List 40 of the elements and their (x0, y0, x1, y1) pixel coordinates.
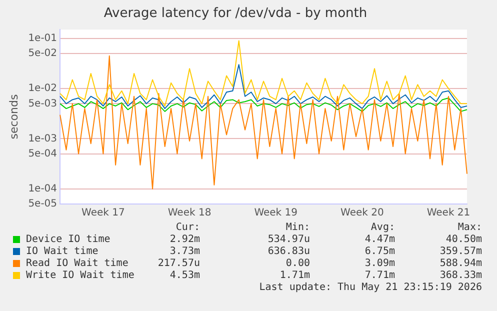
y-tick-label: 1e-02 (28, 83, 58, 94)
text: 588.94m (440, 258, 482, 269)
legend-label: Write IO Wait time (26, 270, 134, 281)
legend-label: IO Wait time (26, 246, 98, 257)
y-tick-label: 5e-05 (28, 198, 58, 210)
y-tick-label: 5e-02 (28, 48, 58, 60)
text: 4.53m (170, 270, 200, 281)
text: 6.75m (364, 246, 395, 257)
text: 3.09m (364, 258, 395, 269)
text: Min: (284, 222, 310, 233)
text: 3.73m (168, 246, 200, 257)
text: 0.00 (284, 258, 310, 269)
x-tick-label: Week 17 (82, 208, 125, 219)
y-tick-label: 1e-01 (28, 33, 58, 44)
text: 4.47m (364, 234, 395, 245)
text: Avg: (370, 222, 395, 233)
y-axis-title: seconds (7, 94, 20, 140)
y-tick-label: 1e-03 (28, 133, 58, 144)
legend-label: Read IO Wait time (26, 258, 128, 269)
x-tick-label: Week 19 (254, 208, 298, 219)
text: 1.71m (278, 270, 310, 281)
text: 359.57m (440, 246, 482, 257)
text: 2.92m (168, 234, 200, 245)
text: 534.97u (266, 234, 310, 245)
text: 40.50m (446, 234, 482, 245)
text: 636.83u (266, 246, 310, 257)
text: Last update: Thu May 21 23:15:19 2026 (259, 282, 482, 293)
y-tick-label: 1e-04 (28, 183, 58, 194)
x-tick-label: Week 18 (168, 208, 212, 219)
chart-title: Average latency for /dev/vda - by month (104, 6, 368, 22)
text: 217.57u (158, 258, 200, 269)
text: Cur: (174, 222, 200, 233)
legend-label: Device IO time (26, 234, 110, 245)
x-tick-label: Week 21 (426, 208, 470, 219)
text: 7.71m (364, 270, 395, 281)
y-tick-label: 5e-04 (28, 148, 58, 160)
text: Max: (458, 222, 482, 233)
text: 368.33m (440, 270, 482, 281)
y-tick-label: 5e-03 (28, 98, 58, 110)
x-tick-label: Week 20 (340, 208, 384, 219)
